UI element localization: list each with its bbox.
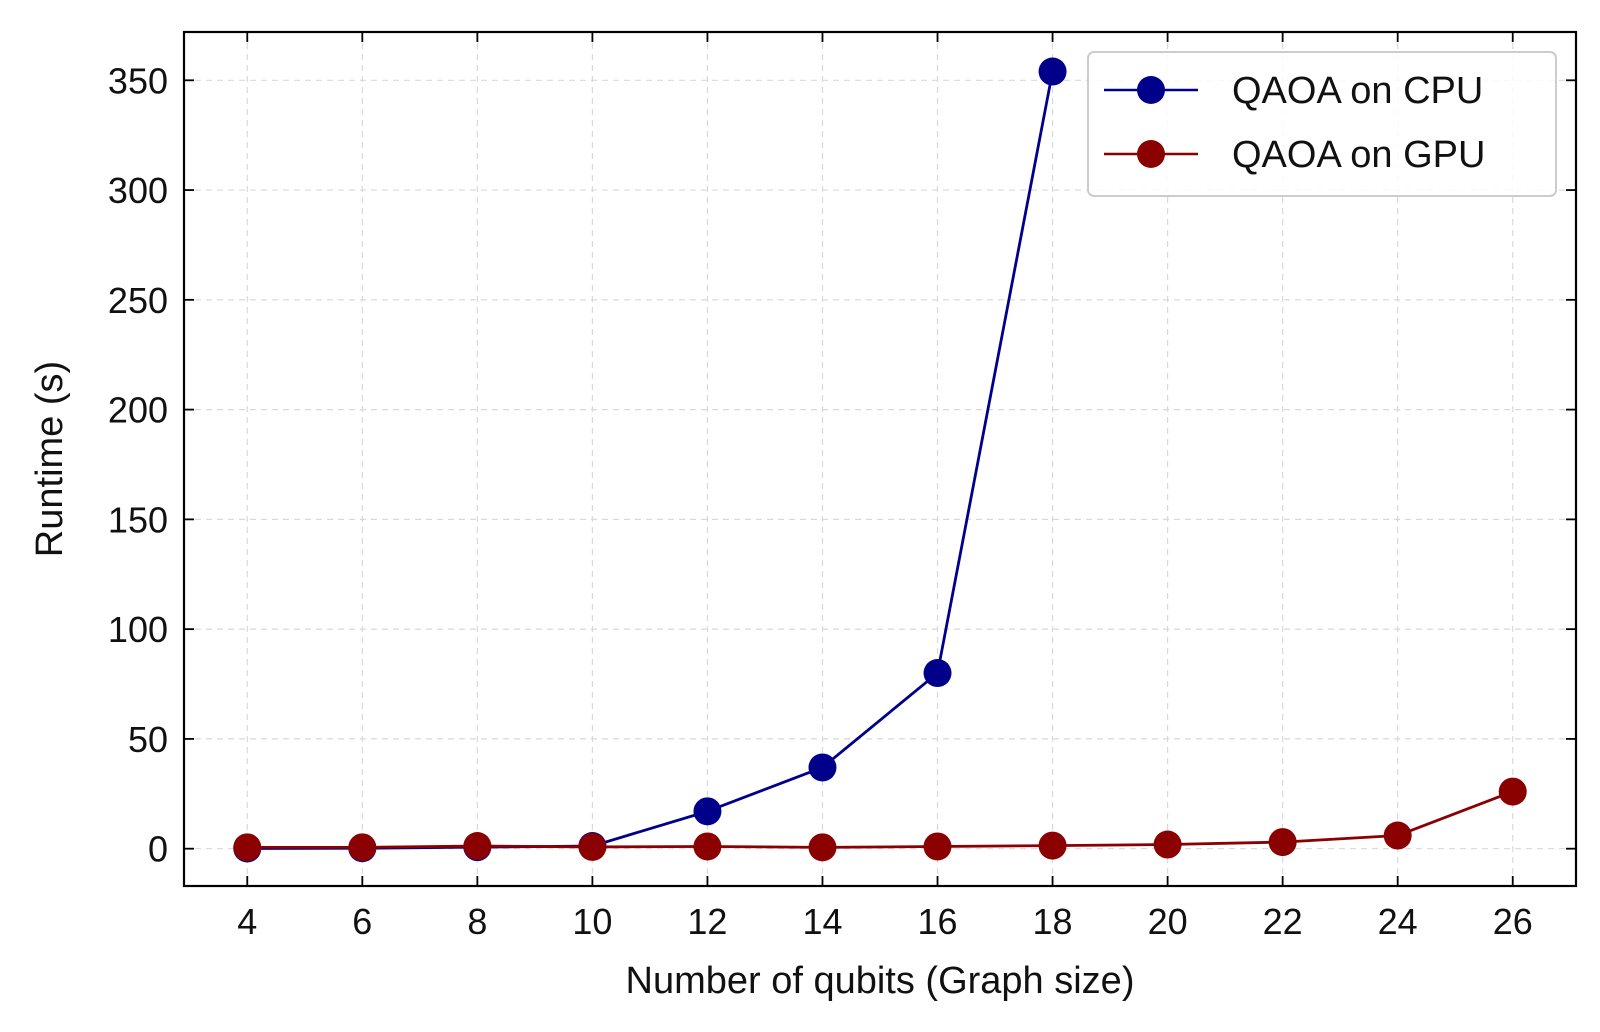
x-tick-label: 22 (1263, 901, 1303, 942)
legend-label-cpu: QAOA on CPU (1232, 70, 1483, 112)
y-tick-label: 0 (148, 829, 168, 870)
axis-ticks: 4 6 8 10 12 14 16 18 20 22 24 26 0 50 100 150 200 250 300 3… (108, 32, 1576, 942)
y-tick-label: 300 (108, 170, 168, 211)
data-point (578, 832, 607, 861)
x-tick-label: 4 (237, 901, 257, 942)
legend-label-gpu: QAOA on GPU (1232, 134, 1485, 176)
y-tick-label: 50 (128, 719, 168, 760)
data-point (1038, 831, 1067, 860)
legend-marker-cpu (1137, 76, 1165, 104)
series-line (247, 790, 1514, 849)
x-tick-label: 12 (687, 901, 727, 942)
data-point (693, 797, 722, 826)
y-tick-label: 350 (108, 60, 168, 101)
series-layer (233, 57, 1527, 863)
legend: QAOA on CPU QAOA on GPU (1087, 51, 1557, 197)
data-point (1383, 821, 1412, 850)
data-point (693, 832, 722, 861)
data-point (808, 753, 837, 782)
x-tick-label: 16 (917, 901, 957, 942)
x-tick-label: 6 (352, 901, 372, 942)
y-tick-label: 250 (108, 280, 168, 321)
y-tick-label: 100 (108, 609, 168, 650)
data-point (1038, 57, 1067, 86)
x-tick-label: 20 (1148, 901, 1188, 942)
x-tick-label: 24 (1378, 901, 1418, 942)
x-tick-label: 8 (467, 901, 487, 942)
x-tick-label: 10 (572, 901, 612, 942)
y-tick-label: 150 (108, 499, 168, 540)
x-axis-title: Number of qubits (Graph size) (626, 960, 1135, 1002)
data-point (348, 833, 377, 862)
data-point (463, 832, 492, 861)
data-point (1268, 828, 1297, 857)
data-point (1153, 830, 1182, 859)
legend-box (1087, 51, 1557, 197)
data-point (233, 833, 262, 862)
series-gpu (233, 777, 1527, 862)
data-point (923, 832, 952, 861)
x-tick-label: 14 (802, 901, 842, 942)
plot-frame (182, 30, 1578, 888)
x-tick-label: 26 (1493, 901, 1533, 942)
y-axis-title: Runtime (s) (29, 361, 71, 557)
x-tick-label: 18 (1033, 901, 1073, 942)
data-point (808, 833, 837, 862)
legend-marker-gpu (1137, 140, 1165, 168)
y-tick-label: 200 (108, 390, 168, 431)
data-point (923, 659, 952, 688)
data-point (1498, 777, 1527, 806)
